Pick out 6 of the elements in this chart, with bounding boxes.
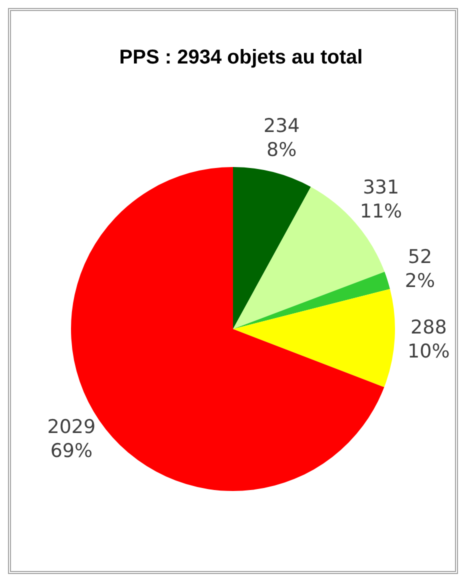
data-label: 234 8% — [263, 115, 300, 162]
data-label: 331 11% — [360, 176, 402, 222]
data-label: 288 10% — [408, 316, 450, 362]
data-label: 2029 69% — [47, 416, 96, 462]
data-label: 52 2% — [404, 246, 436, 292]
chart-title: PPS : 2934 objets au total — [119, 46, 363, 69]
